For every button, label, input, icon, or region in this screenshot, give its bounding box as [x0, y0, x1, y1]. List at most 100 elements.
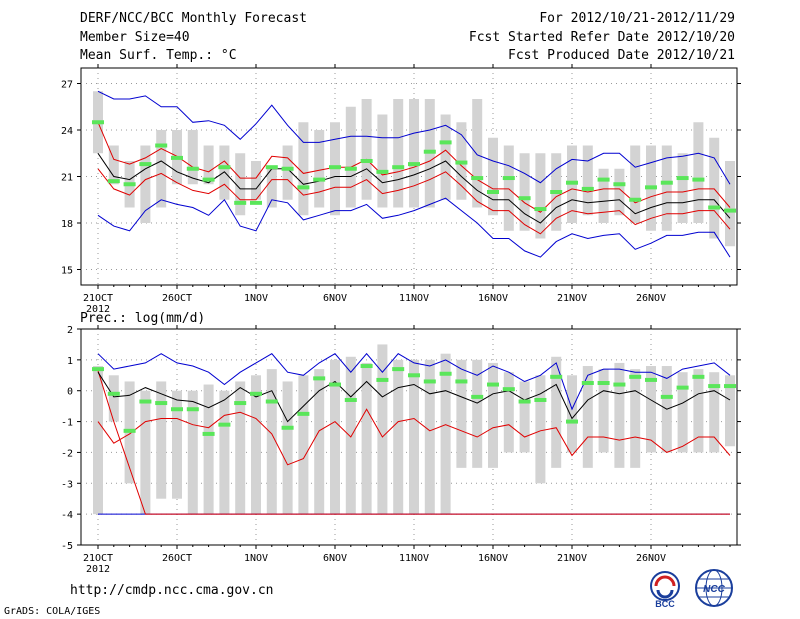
spread-box [551, 356, 562, 468]
median-marker [344, 166, 357, 171]
median-marker [645, 377, 657, 382]
spread-box [693, 369, 704, 453]
inner-upper-line [97, 370, 730, 515]
median-marker [724, 384, 736, 389]
y-tick-label: 27 [61, 80, 73, 91]
median-marker [534, 397, 547, 402]
median-marker [708, 205, 721, 210]
median-marker [234, 200, 247, 205]
median-marker [139, 162, 152, 167]
x-tick-label: 21NOV [557, 293, 587, 304]
spread-box [140, 390, 151, 515]
spread-box [598, 369, 609, 453]
grads-credit: GrADS: COLA/IGES [4, 606, 101, 617]
spread-box [330, 359, 340, 515]
y-tick-label: -1 [61, 418, 73, 429]
median-marker [360, 159, 373, 163]
median-marker [250, 391, 262, 396]
bcc-logo-text: BCC [655, 599, 675, 609]
y-tick-label: -3 [61, 479, 73, 490]
spread-box [235, 153, 246, 216]
median-marker [344, 397, 357, 402]
spread-box [472, 99, 483, 208]
y-tick-label: 0 [67, 387, 73, 398]
spread-box [156, 130, 167, 208]
spread-box [440, 114, 451, 200]
median-marker [708, 384, 721, 389]
median-marker [550, 190, 563, 194]
median-marker [471, 176, 484, 181]
median-marker [518, 399, 531, 404]
median-marker [534, 207, 547, 212]
median-marker [566, 180, 578, 185]
median-marker [155, 143, 168, 148]
median-marker [502, 176, 515, 181]
spread-box [646, 366, 656, 453]
median-marker [692, 374, 705, 379]
median-marker [202, 177, 215, 182]
precip-panel-title: Prec.: log(mm/d) [80, 311, 206, 326]
plot-frame [80, 328, 738, 546]
x-tick-label: 21OCT [83, 293, 113, 304]
median-marker [645, 185, 657, 190]
median-marker [692, 177, 705, 182]
spread-box [345, 356, 356, 515]
spread-box [456, 359, 467, 468]
year-label: 2012 [86, 304, 110, 315]
spread-box [377, 344, 388, 515]
spread-box [503, 145, 514, 231]
spread-box [535, 153, 546, 239]
spread-box [187, 390, 198, 515]
median-marker [313, 177, 326, 182]
spread-box [693, 122, 704, 223]
spread-box [393, 99, 404, 208]
median-marker [471, 394, 484, 399]
median-marker [234, 401, 247, 406]
median-marker [171, 407, 183, 412]
y-tick-label: -4 [61, 510, 73, 521]
median-marker [613, 382, 626, 387]
median-marker [487, 382, 499, 387]
spread-box [661, 145, 672, 231]
spread-box [582, 145, 593, 216]
spread-box [582, 366, 593, 468]
median-marker [313, 376, 326, 381]
median-marker [439, 371, 452, 376]
spread-box [140, 145, 151, 223]
spread-box [345, 106, 356, 208]
spread-box [630, 145, 641, 223]
spread-box [725, 161, 735, 247]
median-marker [92, 120, 104, 125]
spread-box [725, 375, 735, 447]
median-marker [502, 387, 515, 392]
ncc-logo-text: NCC [703, 584, 725, 595]
x-tick-label: 16NOV [478, 553, 508, 564]
ensemble-mean-line [97, 371, 731, 423]
y-tick-label: 24 [61, 126, 73, 137]
y-tick-label: 15 [61, 266, 73, 277]
member-size-label: Member Size=40 [80, 30, 190, 45]
spread-box [266, 369, 277, 515]
median-marker [281, 425, 294, 430]
x-tick-label: 21OCT [83, 553, 113, 564]
median-marker [518, 196, 531, 201]
spread-box [235, 381, 246, 515]
inner-lower-line [97, 168, 731, 235]
spread-box [630, 369, 641, 468]
median-marker [123, 428, 136, 433]
spread-box [108, 145, 119, 185]
start-date: Fcst Started Refer Date 2012/10/20 [468, 30, 735, 45]
spread-box [614, 168, 625, 216]
spread-box [503, 372, 514, 453]
median-marker [218, 165, 231, 170]
year-label: 2012 [86, 564, 110, 575]
median-marker [408, 162, 420, 167]
median-marker [392, 367, 405, 372]
median-marker [408, 373, 420, 378]
inner-lower-line [97, 408, 731, 466]
median-marker [155, 401, 168, 406]
spread-box [172, 390, 182, 499]
x-tick-label: 26NOV [636, 293, 666, 304]
median-marker [202, 431, 215, 436]
x-tick-label: 11NOV [399, 553, 429, 564]
